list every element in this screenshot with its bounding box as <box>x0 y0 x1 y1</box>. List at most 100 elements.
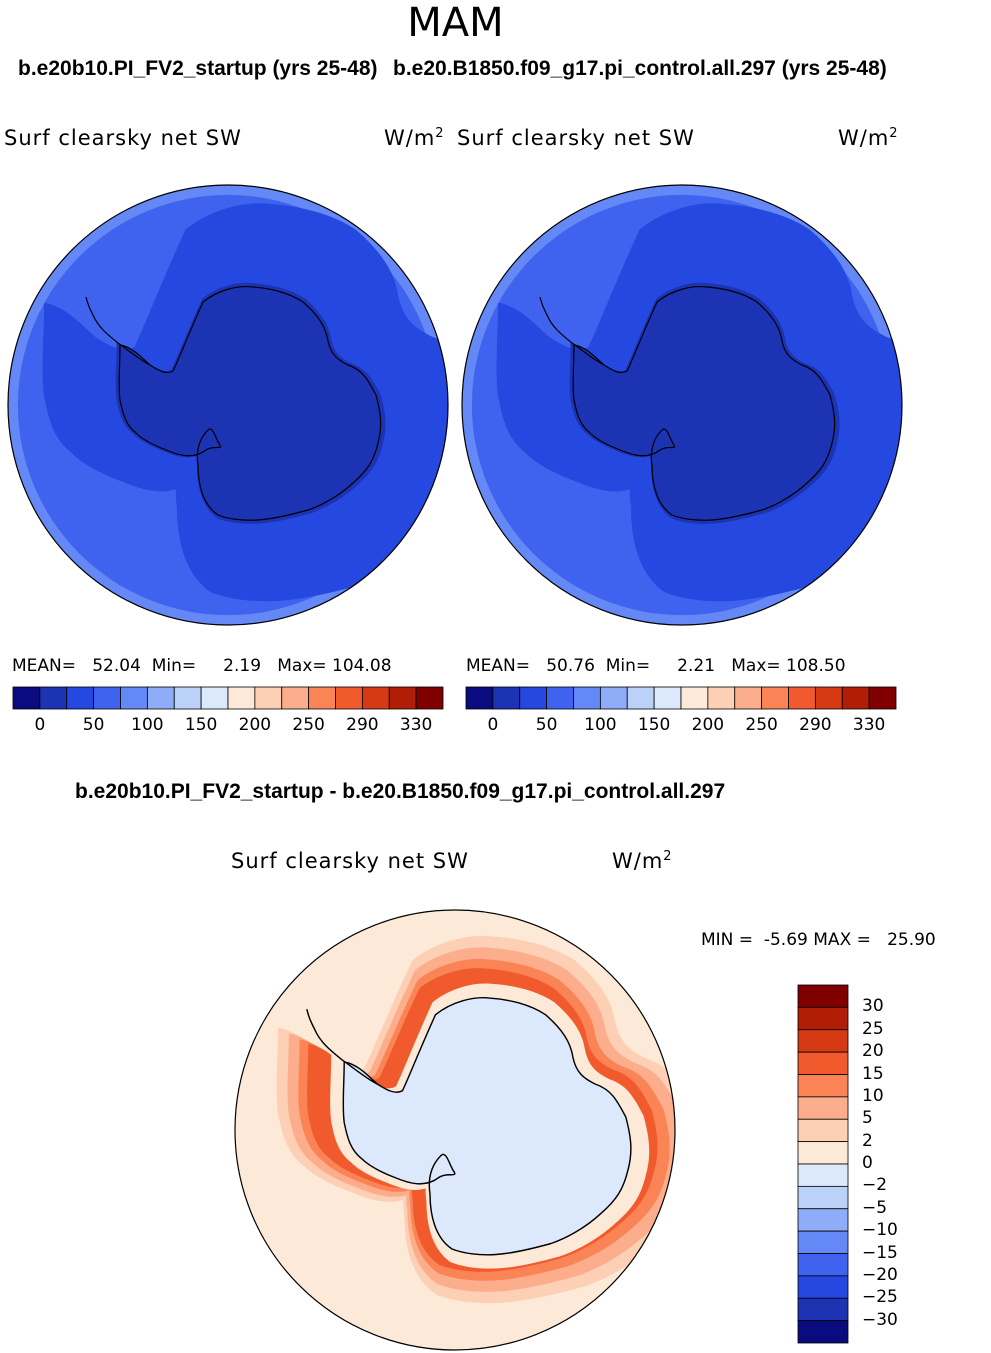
max-value: 108.50 <box>786 656 846 676</box>
min-label: MIN = <box>701 930 754 950</box>
season-title: MAM <box>407 0 504 46</box>
left-map <box>8 185 448 625</box>
diff-map <box>235 910 675 1350</box>
left-colorbar-tick-label: 330 <box>399 715 433 735</box>
right-colorbar-box-5 <box>599 686 628 710</box>
diff-colorbar-tick-label: 2 <box>862 1130 873 1151</box>
diff-colorbar-box-6 <box>797 1118 849 1143</box>
mean-label: MEAN= <box>466 656 530 676</box>
right-colorbar-box-12 <box>788 686 816 710</box>
diff-colorbar-box-5 <box>797 1096 849 1120</box>
right-colorbar-box-3 <box>546 686 574 710</box>
diff-colorbar-box-7 <box>797 1141 849 1165</box>
left-colorbar-tick-label: 50 <box>82 715 105 735</box>
diff-colorbar-box-3 <box>797 1051 849 1075</box>
diff-colorbar-box-11 <box>797 1230 849 1254</box>
left-colorbar-box-8 <box>227 686 256 710</box>
diff-colorbar-box-14 <box>797 1297 849 1322</box>
min-label: Min= <box>151 656 197 676</box>
right-colorbar-box-0 <box>465 686 494 710</box>
right-colorbar-tick-label: 0 <box>487 715 499 735</box>
left-colorbar-box-0 <box>12 686 41 710</box>
right-colorbar-box-11 <box>761 686 789 710</box>
min-value: 2.21 <box>677 656 716 676</box>
right-colorbar-box-14 <box>841 686 870 710</box>
right-colorbar-tick-label: 50 <box>535 715 558 735</box>
right-colorbar-box-1 <box>492 686 521 710</box>
right-map <box>462 185 902 625</box>
right-colorbar-box-15 <box>868 686 897 710</box>
left-colorbar-tick-label: 150 <box>184 715 218 735</box>
diff-colorbar-tick-label: 5 <box>862 1108 873 1129</box>
diff-colorbar-tick-label: −20 <box>862 1264 898 1285</box>
units-sup: 2 <box>889 126 899 141</box>
right-stats: MEAN= 50.76 Min= 2.21 Max= 108.50 <box>466 656 846 676</box>
left-colorbar-box-7 <box>200 686 229 710</box>
left-colorbar-tick-label: 100 <box>131 715 164 735</box>
left-panel-units: W/m2 <box>384 126 445 150</box>
diff-colorbar-box-1 <box>797 1006 849 1031</box>
left-map-border <box>7 184 449 626</box>
units-text: W/m <box>612 849 664 873</box>
diff-minmax: MIN = -5.69 MAX = 25.90 <box>701 930 936 950</box>
right-colorbar-box-13 <box>814 686 843 710</box>
right-colorbar-tick-label: 330 <box>852 715 886 735</box>
right-colorbar-box-4 <box>573 686 601 710</box>
diff-colorbar-tick-label: 20 <box>862 1041 884 1062</box>
max-label: Max= <box>277 656 327 676</box>
left-panel-case-title: b.e20b10.PI_FV2_startup (yrs 25-48) <box>18 57 378 80</box>
right-colorbar-box-7 <box>653 686 682 710</box>
left-colorbar-tick-label: 200 <box>238 715 272 735</box>
left-colorbar-tick-label: 0 <box>34 715 46 735</box>
diff-colorbar-box-0 <box>797 984 849 1008</box>
min-label: Min= <box>605 656 651 676</box>
diff-colorbar-box-4 <box>797 1074 849 1098</box>
left-colorbar-box-5 <box>146 686 175 710</box>
max-value: 25.90 <box>887 930 936 950</box>
units-text: W/m <box>838 126 890 150</box>
right-map-border <box>461 184 903 626</box>
left-colorbar-box-3 <box>93 686 121 710</box>
left-colorbar-box-10 <box>281 686 310 710</box>
diff-colorbar-tick-label: 25 <box>862 1018 884 1039</box>
left-colorbar-tick-label: 250 <box>292 715 325 735</box>
units-sup: 2 <box>663 849 673 864</box>
left-colorbar-box-14 <box>388 686 417 710</box>
diff-colorbar-box-2 <box>797 1029 849 1053</box>
diff-colorbar-tick-label: −25 <box>862 1287 898 1308</box>
right-panel-units: W/m2 <box>838 126 899 150</box>
diff-title: b.e20b10.PI_FV2_startup - b.e20.B1850.f0… <box>75 780 726 803</box>
right-colorbar-tick-label: 150 <box>637 715 671 735</box>
left-colorbar-box-4 <box>120 686 148 710</box>
left-colorbar-box-12 <box>335 686 363 710</box>
diff-colorbar-tick-label: −15 <box>862 1242 898 1263</box>
min-value: -5.69 <box>763 930 808 950</box>
right-colorbar-tick-label: 250 <box>745 715 778 735</box>
units-text: W/m <box>384 126 436 150</box>
diff-colorbar-tick-label: −5 <box>862 1197 888 1218</box>
mean-value: 50.76 <box>546 656 595 676</box>
left-colorbar-box-1 <box>39 686 68 710</box>
diff-colorbar-box-9 <box>797 1185 849 1210</box>
diff-colorbar-box-12 <box>797 1253 849 1277</box>
min-value: 2.19 <box>223 656 262 676</box>
diff-colorbar-tick-label: 0 <box>862 1153 873 1173</box>
diff-colorbar-box-8 <box>797 1163 849 1187</box>
left-panel-variable: Surf clearsky net SW <box>4 126 242 150</box>
diff-variable: Surf clearsky net SW <box>231 849 469 873</box>
diff-colorbar-tick-label: −10 <box>862 1220 898 1241</box>
diff-units: W/m2 <box>612 849 673 873</box>
left-colorbar-box-6 <box>173 686 202 710</box>
left-stats: MEAN= 52.04 Min= 2.19 Max= 104.08 <box>12 656 392 676</box>
diff-colorbar-tick-label: −2 <box>862 1175 888 1196</box>
diff-colorbar-tick-label: 15 <box>862 1063 884 1084</box>
max-label: Max= <box>731 656 781 676</box>
left-colorbar-box-2 <box>66 686 95 710</box>
units-sup: 2 <box>435 126 445 141</box>
mean-value: 52.04 <box>92 656 141 676</box>
right-colorbar-box-10 <box>734 686 763 710</box>
right-panel-variable: Surf clearsky net SW <box>457 126 695 150</box>
diff-colorbar-box-10 <box>797 1208 849 1232</box>
left-colorbar-box-9 <box>254 686 283 710</box>
